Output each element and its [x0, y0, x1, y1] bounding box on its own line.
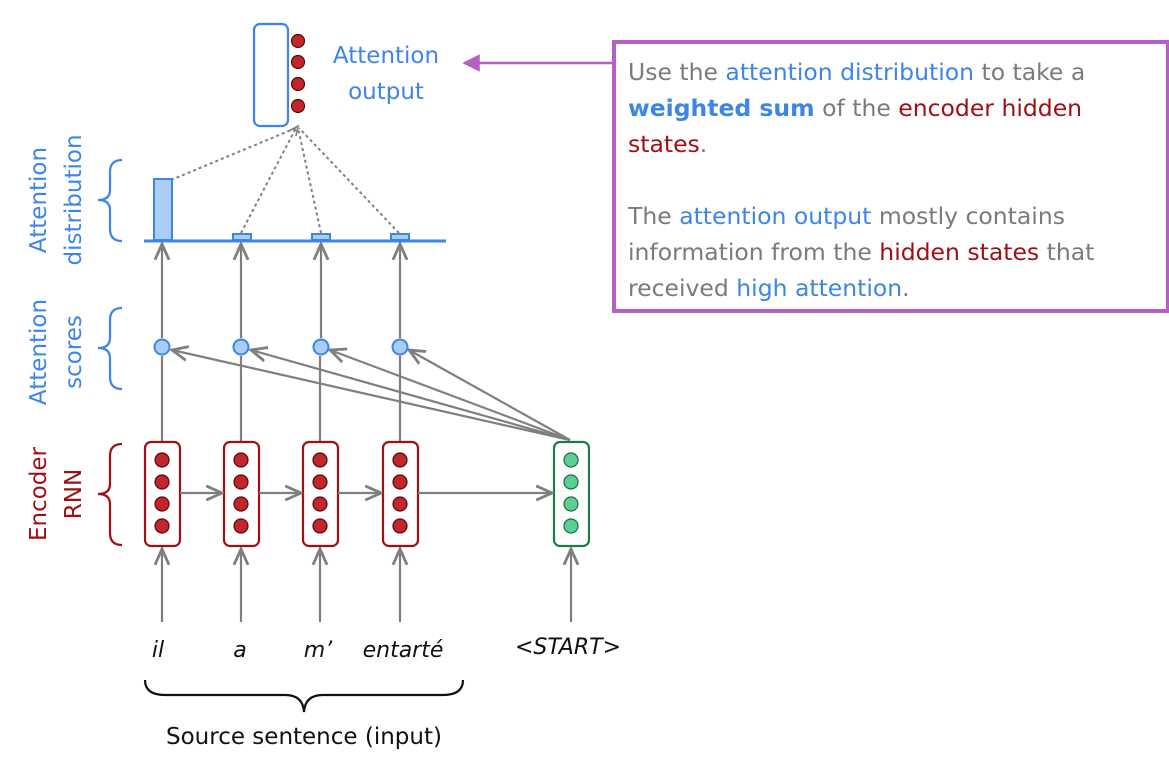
- term-hidden-states: hidden states: [879, 238, 1040, 266]
- explanation-callout: Use the attention distribution to take a…: [612, 40, 1169, 313]
- callout-paragraph-1: Use the attention distribution to take a…: [628, 58, 1086, 158]
- attention-score-nodes: [153, 338, 409, 356]
- distribution-bar-m: [311, 233, 331, 241]
- term-weighted-sum: weighted sum: [628, 94, 815, 122]
- start-token: <START>: [515, 635, 621, 660]
- source-sentence-brace: [143, 679, 465, 713]
- term-high-attention: high attention: [736, 274, 903, 302]
- input-word-a: a: [233, 638, 246, 663]
- score-to-distribution-arrows: [162, 244, 400, 338]
- encoder-state-a: [222, 440, 261, 548]
- attention-distribution-label-line2: distribution: [61, 134, 87, 265]
- encoder-to-score-arrows: [160, 356, 402, 442]
- input-arrows: [162, 549, 571, 622]
- encoder-rnn-label-line1: Encoder: [26, 446, 52, 541]
- attention-output-label-line1: Attention: [333, 43, 439, 69]
- distribution-brace: [97, 158, 123, 243]
- decoder-to-score-arrows: [172, 350, 571, 442]
- attention-scores-label-line2: scores: [61, 315, 87, 389]
- attention-distribution: [144, 178, 446, 243]
- term-attention-output: attention output: [679, 202, 872, 230]
- input-word-il: il: [152, 638, 164, 663]
- distribution-bar-il: [153, 178, 173, 241]
- term-attention-distribution: attention distribution: [725, 58, 975, 86]
- encoder-state-m: [301, 440, 340, 548]
- input-word-m: m’: [304, 638, 333, 663]
- score-node-entarte: [391, 338, 409, 356]
- encoder-state-il: [143, 440, 182, 548]
- distribution-bar-entarte: [390, 233, 410, 241]
- attention-scores-label-line1: Attention: [26, 299, 52, 405]
- source-sentence-label: Source sentence (input): [166, 724, 442, 750]
- score-node-il: [153, 338, 171, 356]
- encoder-brace: [97, 442, 123, 547]
- decoder-start-state: [552, 440, 591, 548]
- encoder-state-entarte: [381, 440, 420, 548]
- encoder-rnn-label-line2: RNN: [61, 469, 87, 519]
- attention-output-label-line2: output: [348, 79, 424, 105]
- score-node-a: [232, 338, 250, 356]
- score-node-m: [312, 338, 330, 356]
- weighted-sum-lines: [170, 127, 400, 234]
- attention-output-vector: [252, 22, 306, 128]
- distribution-bar-a: [232, 233, 252, 241]
- scores-brace: [97, 306, 123, 391]
- term-encoder-hidden-states: encoder hidden states: [628, 94, 1083, 158]
- input-word-entarte: entarté: [363, 638, 444, 663]
- attention-distribution-label-line1: Attention: [26, 147, 52, 253]
- callout-paragraph-2: The attention output mostly contains inf…: [628, 202, 1095, 302]
